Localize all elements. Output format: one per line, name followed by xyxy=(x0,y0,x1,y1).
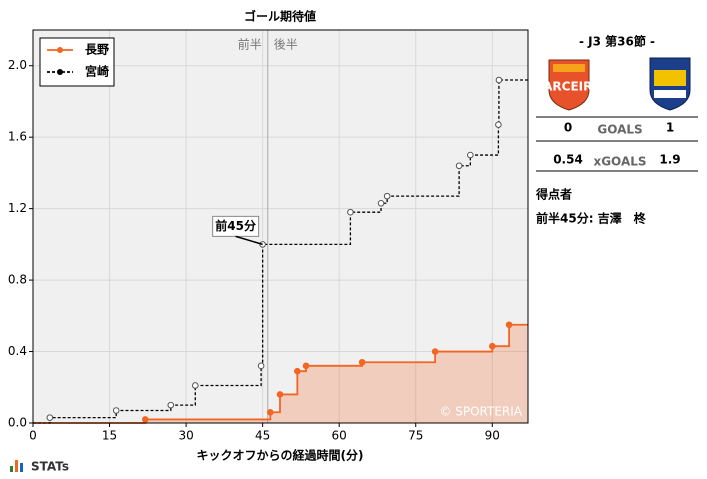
plot-background xyxy=(33,30,528,423)
shot-point xyxy=(358,358,366,366)
away-badge xyxy=(649,57,691,111)
home-xg: 0.54 xyxy=(553,153,583,167)
y-tick-label: 0.0 xyxy=(8,416,27,430)
shot-point xyxy=(302,362,310,370)
x-axis-label: キックオフからの経過時間(分) xyxy=(197,448,364,463)
shot-point xyxy=(266,408,274,416)
shot-point xyxy=(431,348,439,355)
x-tick-label: 15 xyxy=(102,429,117,443)
y-tick-label: 0.8 xyxy=(8,273,27,287)
watermark: © SPORTERIA xyxy=(439,405,522,419)
shot-point xyxy=(505,321,513,329)
y-tick-label: 1.2 xyxy=(8,201,27,215)
round-title: - J3 第36節 - xyxy=(579,34,655,49)
legend-label: 長野 xyxy=(85,42,109,57)
y-tick-label: 2.0 xyxy=(8,58,27,72)
x-tick-label: 75 xyxy=(408,429,423,443)
period-label: 前半 xyxy=(238,37,262,52)
shot-point xyxy=(495,121,502,128)
shot-point xyxy=(377,199,385,207)
shot-point xyxy=(167,401,175,409)
shot-point xyxy=(488,342,496,350)
plot-frame xyxy=(32,29,529,424)
step-line xyxy=(33,79,528,424)
x-tick-label: 30 xyxy=(178,429,193,443)
shot-point xyxy=(141,416,149,423)
shot-point xyxy=(257,362,265,370)
shot-point xyxy=(112,407,120,414)
home-goals: 0 xyxy=(564,121,572,135)
scorers-title: 得点者 xyxy=(535,187,572,202)
period-label: 後半 xyxy=(274,38,298,52)
away-xg: 1.9 xyxy=(659,153,680,167)
legend-marker xyxy=(57,47,63,53)
away-goals: 1 xyxy=(666,121,674,135)
shot-point xyxy=(455,162,463,170)
y-tick-label: 0.4 xyxy=(8,344,27,358)
x-tick-label: 90 xyxy=(485,429,500,443)
chart-title: ゴール期待値 xyxy=(244,9,316,24)
x-tick-label: 45 xyxy=(255,429,270,443)
shot-point xyxy=(46,414,54,421)
shot-point xyxy=(495,76,503,84)
y-tick-label: 1.6 xyxy=(8,130,27,144)
area xyxy=(33,324,528,423)
scorer: 前半45分: 吉澤 柊 xyxy=(536,211,647,226)
shot-point xyxy=(294,367,301,375)
svg-text:PARCEIRO: PARCEIRO xyxy=(535,80,602,94)
annotation-arrow xyxy=(235,235,263,246)
shot-point xyxy=(276,391,284,398)
home-badge: PARCEIRO xyxy=(535,59,603,111)
annotation-text: 前45分 xyxy=(215,218,256,233)
x-tick-label: 60 xyxy=(332,429,347,443)
legend-label: 宮崎 xyxy=(85,64,109,79)
brand: STATs xyxy=(31,460,69,474)
legend-box xyxy=(39,37,115,87)
shot-point xyxy=(467,151,474,159)
brand-logo xyxy=(10,460,23,472)
shot-point xyxy=(347,208,354,216)
shot-point xyxy=(191,382,199,389)
legend-marker xyxy=(57,69,63,75)
xg-label: xGOALS xyxy=(593,155,646,169)
x-tick-label: 0 xyxy=(29,429,37,443)
goals-label: GOALS xyxy=(597,123,642,137)
shot-point xyxy=(383,192,391,200)
